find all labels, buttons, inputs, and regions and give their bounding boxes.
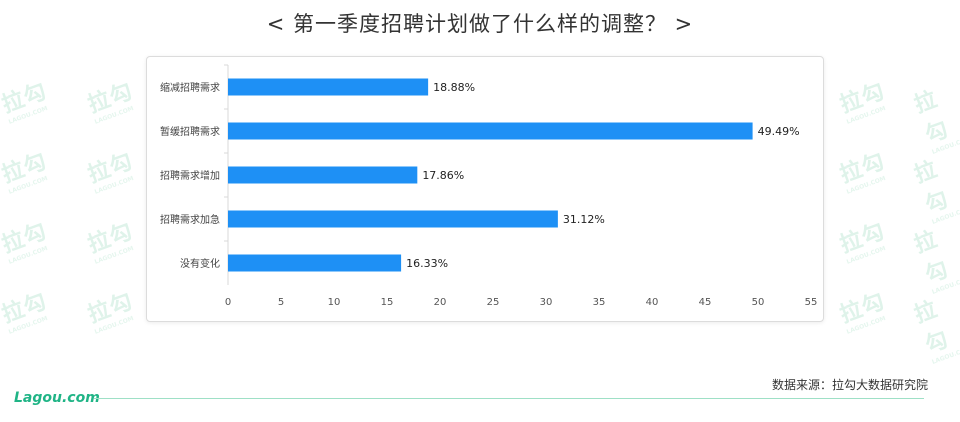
x-tick-label: 55	[805, 297, 818, 308]
value-label: 18.88%	[433, 81, 475, 94]
value-label: 17.86%	[422, 169, 464, 182]
footer-divider	[94, 398, 924, 399]
bar	[228, 254, 402, 272]
value-label: 16.33%	[406, 257, 448, 270]
watermark: 拉勾 LAGOU.COM	[911, 296, 960, 366]
x-tick-label: 20	[434, 297, 447, 308]
x-tick-label: 25	[487, 297, 500, 308]
category-label: 缩减招聘需求	[160, 81, 220, 94]
x-tick-label: 40	[646, 297, 659, 308]
bar	[228, 122, 753, 140]
x-tick-label: 45	[699, 297, 712, 308]
watermark: 拉勾 LAGOU.COM	[0, 218, 51, 266]
watermark: 拉勾 LAGOU.COM	[84, 78, 137, 126]
x-tick-label: 35	[593, 297, 606, 308]
x-tick-label: 30	[540, 297, 553, 308]
value-label: 49.49%	[758, 125, 800, 138]
watermark: 拉勾 LAGOU.COM	[911, 86, 960, 156]
watermark: 拉勾 LAGOU.COM	[836, 288, 889, 336]
x-tick-label: 0	[225, 297, 231, 308]
data-source: 数据来源：拉勾大数据研究院	[771, 378, 928, 392]
value-label: 31.12%	[563, 213, 605, 226]
x-tick-label: 5	[278, 297, 284, 308]
chart-card: 缩减招聘需求 18.88% 暂缓招聘需求 49.49% 招聘需求增加 17.86% 招聘需求…	[146, 56, 824, 322]
footer-logo: Lagou.com	[14, 390, 100, 406]
category-label: 招聘需求增加	[160, 169, 220, 182]
bar	[228, 166, 418, 184]
watermark: 拉勾 LAGOU.COM	[836, 148, 889, 196]
category-label: 招聘需求加急	[160, 213, 220, 226]
watermark: 拉勾 LAGOU.COM	[0, 288, 51, 336]
watermark: 拉勾 LAGOU.COM	[836, 78, 889, 126]
watermark: 拉勾 LAGOU.COM	[84, 288, 137, 336]
watermark: 拉勾 LAGOU.COM	[0, 78, 51, 126]
category-label: 暂缓招聘需求	[160, 125, 220, 138]
bar	[228, 78, 429, 96]
watermark: 拉勾 LAGOU.COM	[84, 218, 137, 266]
bar-chart: 缩减招聘需求 18.88% 暂缓招聘需求 49.49% 招聘需求增加 17.86% 招聘需求…	[160, 64, 818, 308]
x-tick-label: 10	[328, 297, 341, 308]
page-title: < 第一季度招聘计划做了什么样的调整？ >	[266, 12, 694, 36]
watermark: 拉勾 LAGOU.COM	[836, 218, 889, 266]
x-tick-label: 15	[381, 297, 394, 308]
watermark: 拉勾 LAGOU.COM	[0, 148, 51, 196]
category-label: 没有变化	[180, 257, 220, 270]
watermark: 拉勾 LAGOU.COM	[911, 156, 960, 226]
watermark: 拉勾 LAGOU.COM	[911, 226, 960, 296]
bar	[228, 210, 558, 228]
watermark: 拉勾 LAGOU.COM	[84, 148, 137, 196]
x-tick-label: 50	[752, 297, 765, 308]
